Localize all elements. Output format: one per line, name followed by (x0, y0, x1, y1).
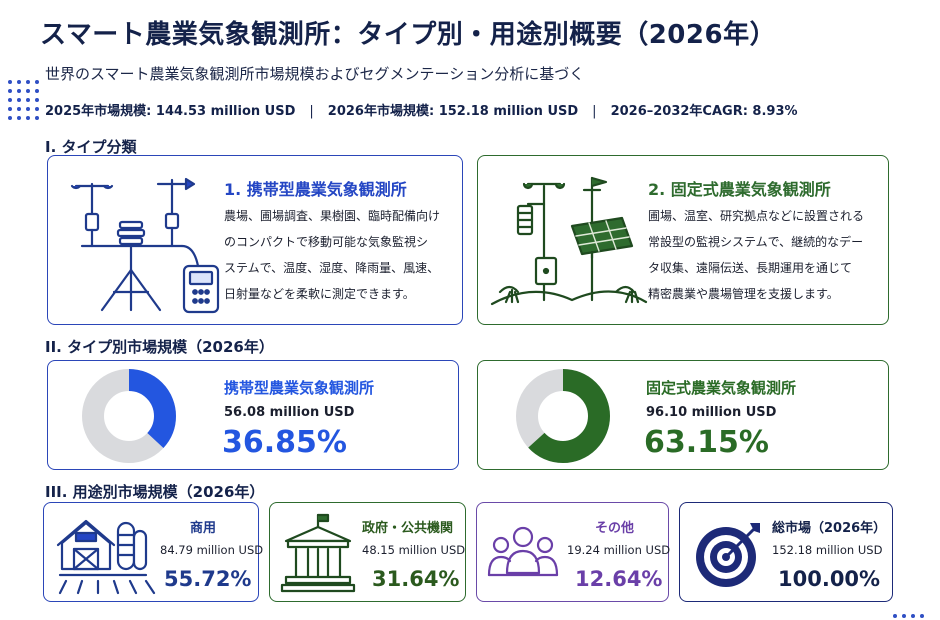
segment-name-fixed: 固定式農業気象観測所 (646, 379, 797, 397)
government-building-icon (280, 513, 356, 593)
people-group-icon (487, 526, 559, 577)
type-desc-line: タ収集、遠隔伝送、長期運用を通じて (648, 261, 853, 275)
donut-slice-fixed (516, 369, 610, 463)
segment-value-fixed: 96.10 million USD (646, 405, 777, 420)
decorative-dots-top-left (8, 80, 39, 120)
barn-silo-icon (56, 519, 156, 595)
section-title-application-market: III. 用途別市場規模（2026年） (45, 483, 265, 501)
type-desc-line: 農場、圃場調査、果樹園、臨時配備向け (224, 209, 441, 223)
application-name-others: その他 (595, 521, 635, 536)
type-desc-line: 精密農業や農場管理を支援します。 (648, 287, 839, 301)
application-percent-others: 12.64% (575, 567, 663, 591)
type-card-fixed: 2. 固定式農業気象観測所 圃場、温室、研究拠点などに設置される 常設型の監視シ… (477, 155, 889, 325)
application-name-government: 政府・公共機関 (362, 521, 454, 536)
type-desc-line: ステムで、温度、湿度、降雨量、風速、 (224, 261, 440, 275)
type-card-portable: 1. 携帯型農業気象観測所 農場、圃場調査、果樹園、臨時配備向け のコンパクトで… (47, 155, 463, 325)
decorative-dots-bottom-right (893, 614, 924, 618)
application-card-commercial: 商用 84.79 million USD 55.72% (43, 502, 263, 602)
type-desc-line: のコンパクトで移動可能な気象監視シ (224, 235, 429, 249)
stat-2025-market-size: 2025年市場規模: 144.53 million USD (45, 104, 296, 119)
page-subtitle: 世界のスマート農業気象観測所市場規模およびセグメンテーション分析に基づく (45, 65, 585, 83)
application-percent-government: 31.64% (372, 567, 460, 591)
type-desc-line: 日射量などを柔軟に測定できます。 (224, 287, 415, 301)
application-value-total: 152.18 million USD (772, 543, 883, 557)
application-card-government: 政府・公共機関 48.15 million USD 31.64% (269, 502, 466, 602)
segment-card-portable: 携帯型農業気象観測所 56.08 million USD 36.85% (47, 360, 459, 470)
donut-chart-portable (82, 369, 176, 463)
application-card-total: 総市場（2026年） 152.18 million USD 100.00% (679, 502, 893, 602)
application-value-commercial: 84.79 million USD (160, 543, 264, 557)
application-value-government: 48.15 million USD (362, 543, 466, 557)
donut-chart-fixed (516, 369, 610, 463)
type-name-portable: 1. 携帯型農業気象観測所 (224, 180, 407, 199)
target-icon (696, 523, 760, 587)
section-title-type-classification: I. タイプ分類 (45, 138, 137, 156)
market-stats-line: 2025年市場規模: 144.53 million USD | 2026年市場規模:… (45, 100, 798, 119)
application-percent-commercial: 55.72% (164, 567, 252, 591)
type-desc-line: 圃場、温室、研究拠点などに設置される (648, 209, 865, 223)
page-title: スマート農業気象観測所：タイプ別・用途別概要（2026年） (40, 20, 777, 50)
application-value-others: 19.24 million USD (567, 543, 671, 557)
segment-value-portable: 56.08 million USD (224, 405, 355, 420)
application-name-commercial: 商用 (190, 521, 217, 536)
stat-cagr: 2026–2032年CAGR: 8.93% (610, 104, 798, 119)
stat-separator: | (592, 104, 597, 119)
type-desc-line: 常設型の監視システムで、継続的なデー (648, 235, 864, 249)
application-percent-total: 100.00% (778, 567, 881, 591)
portable-weather-station-icon (70, 177, 220, 314)
segment-name-portable: 携帯型農業気象観測所 (224, 379, 375, 397)
application-name-total: 総市場（2026年） (772, 521, 887, 536)
segment-percent-portable: 36.85% (222, 425, 347, 460)
segment-card-fixed: 固定式農業気象観測所 96.10 million USD 63.15% (477, 360, 889, 470)
type-name-fixed: 2. 固定式農業気象観測所 (648, 180, 831, 199)
stat-2026-market-size: 2026年市場規模: 152.18 million USD (327, 104, 579, 119)
section-title-type-market: II. タイプ別市場規模（2026年） (45, 338, 274, 356)
fixed-weather-station-icon (490, 176, 648, 306)
stat-separator: | (309, 104, 314, 119)
type-desc-portable: 農場、圃場調査、果樹園、臨時配備向け のコンパクトで移動可能な気象監視シ ステム… (224, 203, 440, 307)
application-card-others: その他 19.24 million USD 12.64% (476, 502, 671, 602)
segment-percent-fixed: 63.15% (644, 425, 769, 460)
donut-slice-portable (82, 369, 176, 463)
type-desc-fixed: 圃場、温室、研究拠点などに設置される 常設型の監視システムで、継続的なデー タ収… (648, 203, 864, 307)
